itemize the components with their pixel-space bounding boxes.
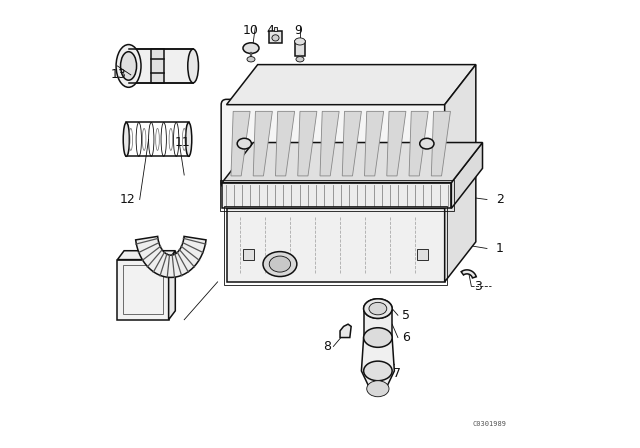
Ellipse shape [120, 52, 136, 80]
Ellipse shape [243, 43, 259, 53]
Ellipse shape [186, 122, 192, 156]
Polygon shape [222, 142, 483, 183]
Text: 3: 3 [474, 280, 481, 293]
Bar [220, 181, 454, 211]
Polygon shape [117, 260, 168, 320]
Polygon shape [136, 237, 206, 277]
Polygon shape [168, 251, 175, 320]
Text: 7: 7 [394, 366, 401, 379]
Text: 2: 2 [496, 193, 504, 206]
Bar [243, 249, 254, 260]
Polygon shape [451, 142, 483, 208]
Ellipse shape [364, 361, 392, 381]
FancyBboxPatch shape [221, 99, 450, 188]
Polygon shape [253, 112, 273, 176]
Polygon shape [431, 112, 451, 176]
Polygon shape [365, 112, 383, 176]
Ellipse shape [263, 252, 297, 276]
Polygon shape [231, 112, 250, 176]
Ellipse shape [237, 138, 252, 149]
Polygon shape [275, 112, 294, 176]
Polygon shape [342, 112, 362, 176]
Bar [269, 31, 282, 43]
Polygon shape [227, 208, 445, 282]
Text: 9: 9 [294, 24, 303, 37]
Ellipse shape [269, 256, 291, 272]
Polygon shape [227, 168, 476, 208]
Text: 5: 5 [403, 309, 410, 322]
Text: 11: 11 [175, 136, 190, 149]
Polygon shape [362, 337, 394, 389]
Polygon shape [222, 183, 451, 208]
Ellipse shape [364, 328, 392, 347]
Ellipse shape [296, 56, 304, 62]
Polygon shape [227, 65, 476, 105]
Polygon shape [320, 112, 339, 176]
Bar [151, 49, 164, 83]
Ellipse shape [272, 35, 279, 41]
Bar [224, 206, 447, 284]
Ellipse shape [124, 122, 129, 156]
Ellipse shape [420, 138, 434, 149]
Text: 1: 1 [496, 242, 504, 255]
Polygon shape [340, 324, 351, 337]
Text: 10: 10 [243, 24, 259, 37]
Polygon shape [409, 112, 428, 176]
Polygon shape [445, 168, 476, 282]
Ellipse shape [364, 299, 392, 319]
Text: 13: 13 [111, 69, 127, 82]
Text: 8: 8 [323, 340, 331, 353]
Ellipse shape [364, 299, 392, 319]
Bar [123, 265, 163, 314]
Polygon shape [461, 270, 476, 278]
Bar [364, 309, 392, 337]
Ellipse shape [188, 49, 198, 83]
Polygon shape [117, 251, 175, 260]
Bar [274, 27, 277, 31]
Text: 12: 12 [120, 193, 136, 206]
Bar [417, 249, 428, 260]
Bar [294, 42, 305, 56]
Ellipse shape [116, 44, 141, 87]
Bar [129, 49, 193, 83]
Text: C0301989: C0301989 [473, 421, 507, 426]
Ellipse shape [247, 56, 255, 62]
Text: 4: 4 [267, 24, 275, 37]
Polygon shape [298, 112, 317, 176]
Text: 6: 6 [403, 331, 410, 344]
Ellipse shape [367, 381, 389, 397]
Ellipse shape [294, 38, 305, 45]
Polygon shape [445, 65, 476, 183]
Polygon shape [387, 112, 406, 176]
Ellipse shape [369, 302, 387, 315]
